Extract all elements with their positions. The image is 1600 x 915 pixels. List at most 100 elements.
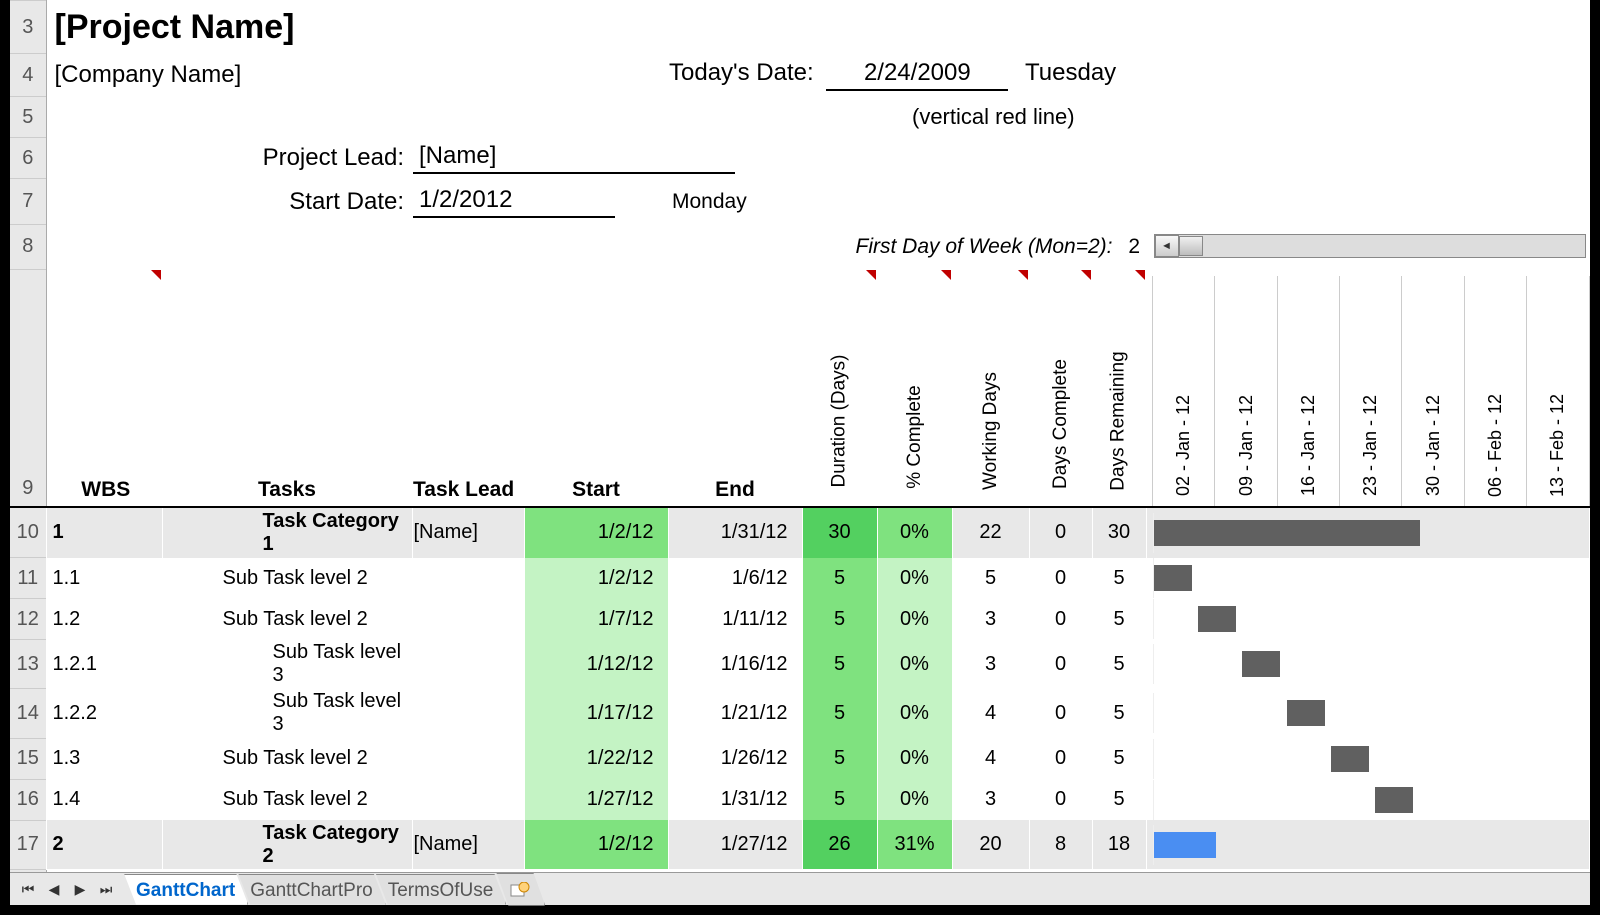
table-row[interactable]: 172Task Category 2[Name]1/2/121/27/12263… <box>10 820 1590 869</box>
sheet-tab[interactable]: GanttChartPro <box>238 874 386 905</box>
row-header[interactable]: 17 <box>10 820 46 869</box>
row-header[interactable]: 11 <box>10 558 46 599</box>
cell-lead[interactable] <box>412 779 524 820</box>
cell-duration[interactable]: 5 <box>802 779 877 820</box>
table-row[interactable]: 141.2.2Sub Task level 31/17/121/21/1250%… <box>10 689 1590 738</box>
tab-nav-prev[interactable]: ◀ <box>42 878 66 900</box>
cell-working-days[interactable]: 3 <box>952 640 1029 689</box>
col-working-days[interactable]: Working Days <box>952 269 1029 507</box>
cell-end[interactable]: 1/26/12 <box>668 738 802 779</box>
col-duration[interactable]: Duration (Days) <box>802 269 877 507</box>
cell-pct[interactable]: 0% <box>877 689 952 738</box>
row-header[interactable]: 9 <box>10 269 46 507</box>
cell-working-days[interactable]: 3 <box>952 779 1029 820</box>
cell-start[interactable]: 1/2/12 <box>524 507 668 557</box>
cell-task[interactable]: Sub Task level 3 <box>162 689 412 738</box>
todays-date-value[interactable]: 2/24/2009 <box>826 59 1008 91</box>
tab-nav-next[interactable]: ▶ <box>68 878 92 900</box>
cell-days-remaining[interactable]: 18 <box>1092 820 1146 869</box>
row-header[interactable]: 7 <box>10 179 46 224</box>
row-header[interactable]: 5 <box>10 97 46 138</box>
row-header[interactable]: 12 <box>10 599 46 640</box>
cell-end[interactable]: 1/31/12 <box>668 507 802 557</box>
cell-pct[interactable]: 31% <box>877 820 952 869</box>
cell-end[interactable]: 1/6/12 <box>668 558 802 599</box>
cell-lead[interactable]: [Name] <box>412 820 524 869</box>
row-header[interactable]: 6 <box>10 138 46 179</box>
cell-task[interactable]: Sub Task level 2 <box>162 738 412 779</box>
cell-wbs[interactable]: 1.4 <box>46 779 162 820</box>
cell-start[interactable]: 1/12/12 <box>524 640 668 689</box>
cell-lead[interactable]: [Name] <box>412 507 524 557</box>
cell-start[interactable]: 1/7/12 <box>524 599 668 640</box>
cell-wbs[interactable]: 1.2.2 <box>46 689 162 738</box>
tab-nav-last[interactable]: ⏭ <box>94 878 118 900</box>
cell-wbs[interactable]: 1.2.1 <box>46 640 162 689</box>
cell-lead[interactable] <box>412 640 524 689</box>
cell-days-remaining[interactable]: 5 <box>1092 689 1146 738</box>
cell-pct[interactable]: 0% <box>877 779 952 820</box>
table-row[interactable]: 151.3Sub Task level 21/22/121/26/1250%40… <box>10 738 1590 779</box>
cell-lead[interactable] <box>412 689 524 738</box>
row-header[interactable]: 14 <box>10 689 46 738</box>
cell-end[interactable]: 1/31/12 <box>668 779 802 820</box>
cell-end[interactable]: 1/27/12 <box>668 820 802 869</box>
cell-days-remaining[interactable]: 30 <box>1092 507 1146 557</box>
horizontal-scrollbar[interactable]: ◄ <box>1154 234 1586 258</box>
row-header[interactable]: 10 <box>10 507 46 557</box>
row-header[interactable]: 13 <box>10 640 46 689</box>
cell-working-days[interactable]: 3 <box>952 599 1029 640</box>
cell-days-complete[interactable]: 8 <box>1029 820 1092 869</box>
cell-working-days[interactable]: 4 <box>952 689 1029 738</box>
row-header[interactable]: 8 <box>10 224 46 269</box>
table-row[interactable]: 161.4Sub Task level 21/27/121/31/1250%30… <box>10 779 1590 820</box>
col-pct-complete[interactable]: % Complete <box>877 269 952 507</box>
cell-wbs[interactable]: 1.3 <box>46 738 162 779</box>
cell-days-remaining[interactable]: 5 <box>1092 779 1146 820</box>
cell-lead[interactable] <box>412 558 524 599</box>
cell-pct[interactable]: 0% <box>877 640 952 689</box>
cell-days-remaining[interactable]: 5 <box>1092 558 1146 599</box>
col-task-lead[interactable]: Task Lead <box>412 269 524 507</box>
cell-working-days[interactable]: 4 <box>952 738 1029 779</box>
project-lead-value[interactable]: [Name] <box>413 142 735 174</box>
cell-days-complete[interactable]: 0 <box>1029 640 1092 689</box>
cell-task[interactable]: Sub Task level 2 <box>162 599 412 640</box>
cell-duration[interactable]: 5 <box>802 558 877 599</box>
cell-days-complete[interactable]: 0 <box>1029 558 1092 599</box>
sheet-tab[interactable]: GanttChart <box>124 874 248 905</box>
cell-duration[interactable]: 30 <box>802 507 877 557</box>
table-row[interactable]: 131.2.1Sub Task level 3 1/12/121/16/1250%… <box>10 640 1590 689</box>
start-date-value[interactable]: 1/2/2012 <box>413 186 615 218</box>
cell-end[interactable]: 1/21/12 <box>668 689 802 738</box>
row-header[interactable]: 16 <box>10 779 46 820</box>
sheet-tab[interactable]: TermsOfUse <box>376 874 507 905</box>
cell-task[interactable]: Sub Task level 2 <box>162 779 412 820</box>
company-name[interactable]: [Company Name] <box>46 54 668 97</box>
cell-duration[interactable]: 26 <box>802 820 877 869</box>
cell-wbs[interactable]: 1 <box>46 507 162 557</box>
cell-working-days[interactable]: 20 <box>952 820 1029 869</box>
col-days-remaining[interactable]: Days Remaining <box>1092 269 1146 507</box>
cell-duration[interactable]: 5 <box>802 599 877 640</box>
cell-days-complete[interactable]: 0 <box>1029 738 1092 779</box>
cell-duration[interactable]: 5 <box>802 689 877 738</box>
cell-working-days[interactable]: 22 <box>952 507 1029 557</box>
cell-task[interactable]: Sub Task level 3 <box>162 640 412 689</box>
cell-duration[interactable]: 5 <box>802 640 877 689</box>
cell-days-remaining[interactable]: 5 <box>1092 599 1146 640</box>
cell-wbs[interactable]: 1.2 <box>46 599 162 640</box>
table-row[interactable]: 111.1Sub Task level 21/2/121/6/1250%505 <box>10 558 1590 599</box>
cell-pct[interactable]: 0% <box>877 558 952 599</box>
cell-end[interactable]: 1/16/12 <box>668 640 802 689</box>
cell-pct[interactable]: 0% <box>877 738 952 779</box>
row-header[interactable]: 15 <box>10 738 46 779</box>
col-start[interactable]: Start <box>524 269 668 507</box>
cell-pct[interactable]: 0% <box>877 599 952 640</box>
cell-days-complete[interactable]: 0 <box>1029 689 1092 738</box>
col-wbs[interactable]: WBS <box>46 269 162 507</box>
cell-lead[interactable] <box>412 599 524 640</box>
row-header[interactable]: 4 <box>10 54 46 97</box>
cell-duration[interactable]: 5 <box>802 738 877 779</box>
col-days-complete[interactable]: Days Complete <box>1029 269 1092 507</box>
